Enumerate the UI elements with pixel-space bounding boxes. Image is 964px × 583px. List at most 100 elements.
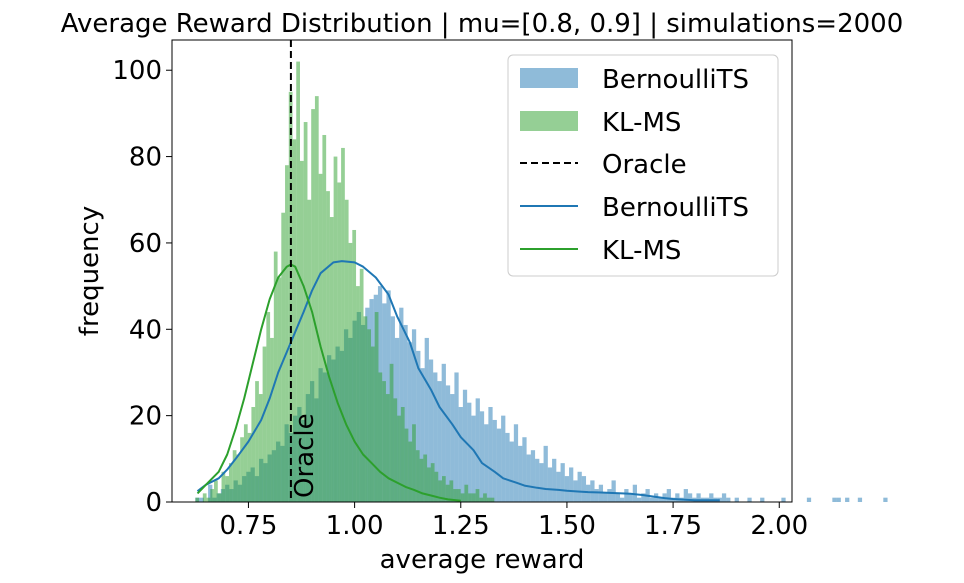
kl-ms-bar — [307, 199, 312, 502]
kl-ms-bar — [419, 458, 424, 502]
kl-ms-bar — [311, 109, 315, 503]
bernoullits-bar — [433, 372, 438, 502]
bernoullits-bar — [586, 484, 591, 502]
bernoullits-bar — [552, 458, 557, 502]
kl-ms-bar — [356, 286, 360, 502]
bernoullits-bar — [620, 497, 625, 502]
kl-ms-bar — [326, 191, 330, 502]
kl-ms-bar — [314, 96, 319, 502]
y-axis-label: frequency — [75, 206, 105, 336]
kl-ms-bar — [228, 463, 233, 502]
kl-ms-bar — [449, 480, 454, 502]
kl-ms-bar — [483, 493, 487, 502]
kl-ms-bar — [363, 316, 368, 502]
bernoullits-bar — [407, 342, 412, 502]
kl-ms-bar — [277, 277, 282, 502]
kl-ms-bar — [397, 415, 401, 502]
bernoullits-bar — [403, 324, 408, 502]
bernoullits-bar — [437, 381, 442, 502]
kl-ms-bar — [378, 372, 383, 502]
bernoullits-bar — [883, 497, 888, 502]
bernoullits-bar — [666, 489, 671, 502]
bernoullits-bar — [526, 454, 531, 502]
kl-ms-bar — [475, 489, 480, 502]
bernoullits-bar — [420, 368, 425, 502]
kl-ms-bar — [471, 493, 476, 502]
kl-ms-bar — [453, 489, 457, 502]
bernoullits-bar — [845, 497, 850, 502]
bernoullits-bar — [475, 398, 480, 502]
legend-label-klms-kde: KL-MS — [602, 236, 681, 266]
bernoullits-bar — [462, 389, 468, 502]
bernoullits-bar — [857, 497, 863, 502]
bernoullits-bar — [836, 497, 841, 502]
kl-ms-bar — [273, 251, 278, 502]
bernoullits-bar — [747, 497, 752, 502]
bernoullits-bar — [458, 407, 463, 502]
legend-label-bernoulli-kde: BernoulliTS — [602, 193, 749, 223]
kl-ms-bar — [427, 467, 431, 502]
bernoullits-bar — [594, 489, 599, 502]
bernoullits-bar — [806, 497, 812, 502]
bernoullits-bar — [696, 493, 701, 502]
kl-ms-bar — [385, 394, 390, 502]
kl-ms-bar — [270, 337, 274, 502]
legend-label-bernoulli-hist: BernoulliTS — [602, 65, 749, 95]
chart-title: Average Reward Distribution | mu=[0.8, 0… — [61, 9, 904, 39]
kl-ms-bar — [370, 346, 375, 502]
bernoullits-bar — [683, 489, 688, 502]
kl-ms-bar — [225, 476, 229, 502]
bernoullits-bar — [760, 497, 765, 502]
kl-ms-bar — [367, 329, 371, 502]
kl-ms-bar — [285, 165, 289, 502]
bernoullits-bar — [603, 493, 608, 502]
bernoullits-bar — [199, 497, 204, 502]
kl-ms-bar — [464, 484, 469, 502]
bernoullits-bar — [637, 497, 642, 502]
kl-ms-bar — [490, 497, 495, 502]
kl-ms-bar — [281, 212, 286, 503]
bernoullits-bar — [611, 480, 616, 502]
kl-ms-bar — [322, 134, 327, 502]
bernoullits-bar — [734, 497, 739, 502]
bernoullits-bar — [416, 350, 421, 502]
x-tick-label: 2.00 — [750, 511, 808, 541]
bernoullits-bar — [441, 363, 446, 502]
bernoullits-bar — [687, 493, 693, 502]
kl-ms-bar — [374, 312, 379, 502]
kl-ms-bar — [382, 381, 386, 502]
bernoullits-bar — [577, 471, 582, 502]
oracle-label: Oracle — [290, 413, 320, 498]
x-tick-label: 1.25 — [432, 511, 490, 541]
bernoullits-bar — [488, 407, 493, 502]
kl-ms-bar — [434, 471, 439, 502]
legend-label-oracle: Oracle — [602, 150, 687, 180]
kl-ms-bar — [333, 156, 338, 502]
kl-ms-bar — [206, 497, 211, 502]
kl-ms-bar — [404, 428, 409, 502]
kl-ms-bar — [415, 450, 420, 502]
bernoullits-bar — [628, 493, 633, 502]
kl-ms-bar — [236, 454, 241, 502]
x-tick-label: 1.00 — [326, 511, 384, 541]
kl-ms-bar — [255, 381, 259, 502]
kl-ms-bar — [389, 363, 394, 502]
kl-ms-bar — [251, 407, 256, 502]
bernoullits-bar — [530, 450, 536, 502]
kl-ms-bar — [486, 497, 491, 502]
y-tick-label: 40 — [129, 315, 162, 345]
bernoullits-bar — [492, 419, 497, 502]
bernoullits-bar — [547, 467, 553, 502]
plot-frame — [171, 39, 793, 503]
kl-ms-bar — [359, 268, 364, 502]
bernoullits-bar — [479, 411, 485, 502]
kl-ms-bar — [430, 463, 435, 502]
kl-ms-bar — [348, 242, 353, 503]
bernoullits-bar — [450, 394, 455, 502]
kl-ms-bar — [243, 424, 248, 502]
kl-ms-bar — [214, 480, 218, 502]
bernoullits-bar — [607, 489, 612, 502]
bernoullits-bar — [709, 493, 714, 502]
legend-box — [507, 54, 779, 277]
